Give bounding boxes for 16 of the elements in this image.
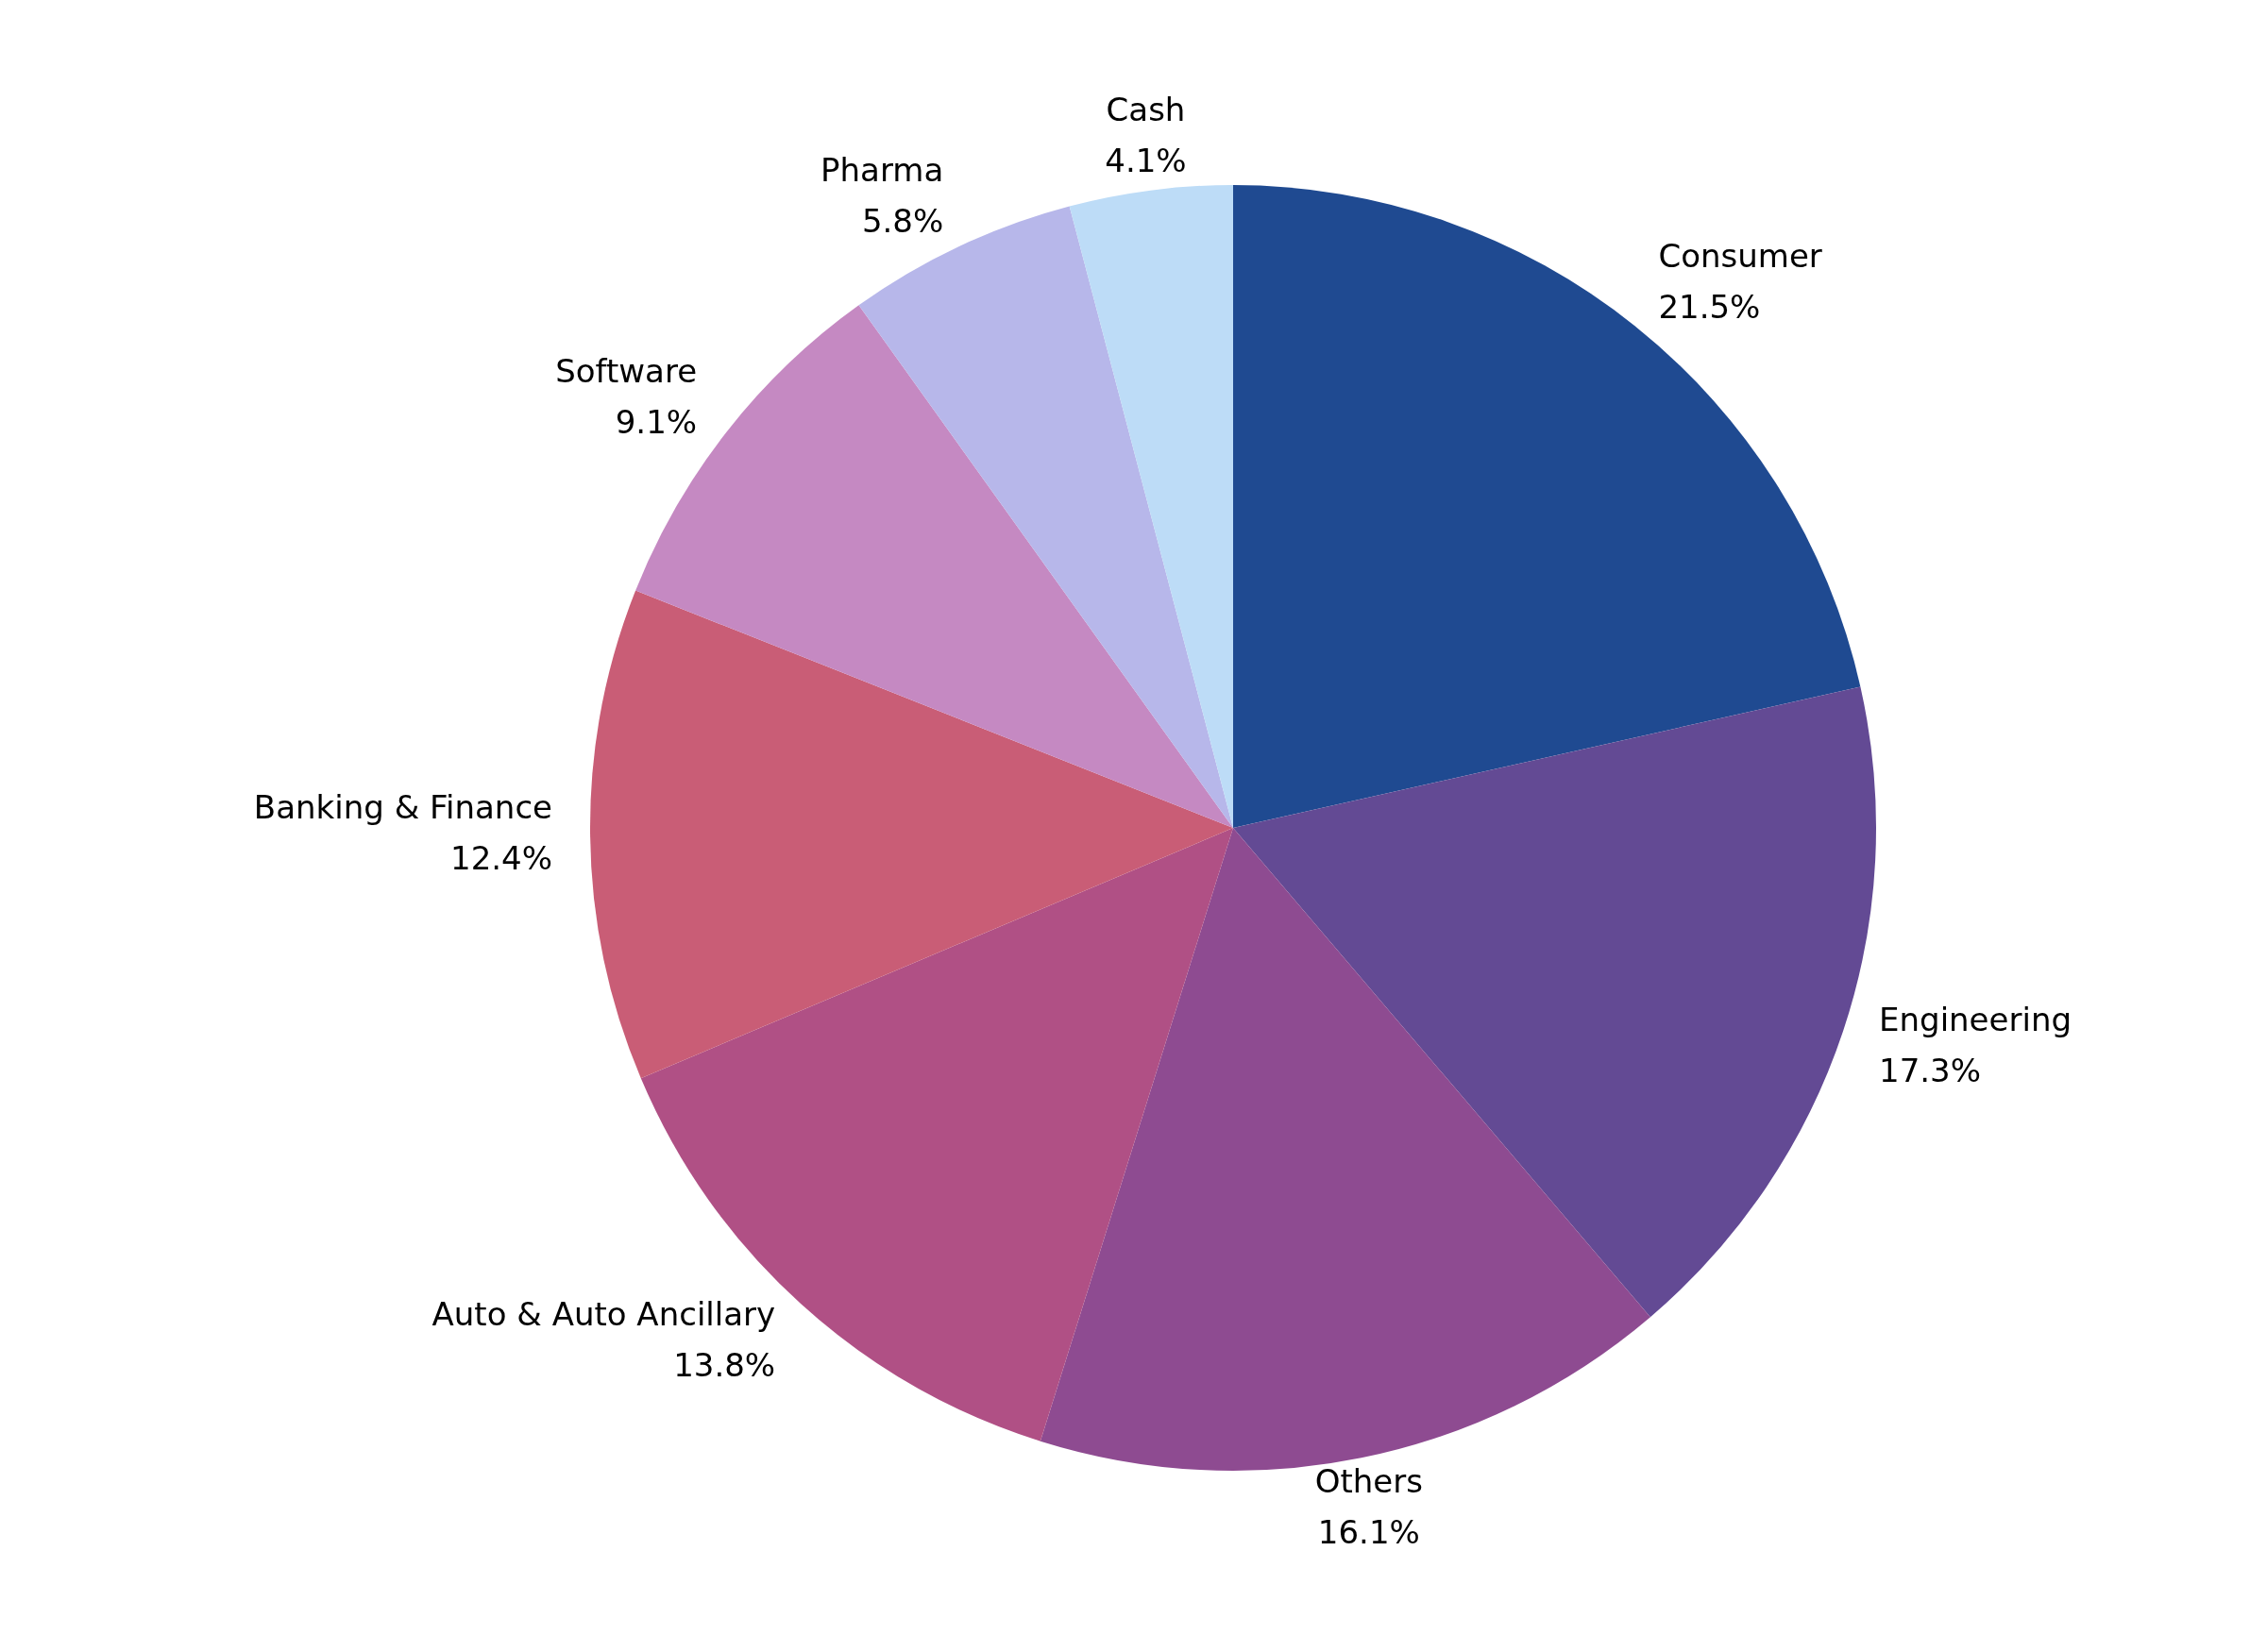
data-label: 21.5% (1658, 288, 1761, 327)
data-label: 17.3% (1879, 1051, 1982, 1089)
slice-label: Others (1314, 1462, 1423, 1501)
slice-label: Pharma (821, 150, 944, 189)
slice-label: Engineering (1879, 1000, 2072, 1038)
data-label: 4.1% (1105, 141, 1187, 179)
data-label: 16.1% (1317, 1513, 1420, 1552)
slice-label: Consumer (1658, 237, 1822, 276)
data-label: 12.4% (450, 838, 553, 877)
slice-label: Banking & Finance (253, 787, 553, 826)
slice-label: Cash (1106, 90, 1186, 128)
slice-label: Software (555, 351, 698, 390)
data-label: 9.1% (615, 402, 698, 441)
data-label: 13.8% (673, 1346, 776, 1385)
slice-label: Auto & Auto Ancillary (431, 1295, 776, 1334)
data-label: 5.8% (861, 201, 944, 240)
